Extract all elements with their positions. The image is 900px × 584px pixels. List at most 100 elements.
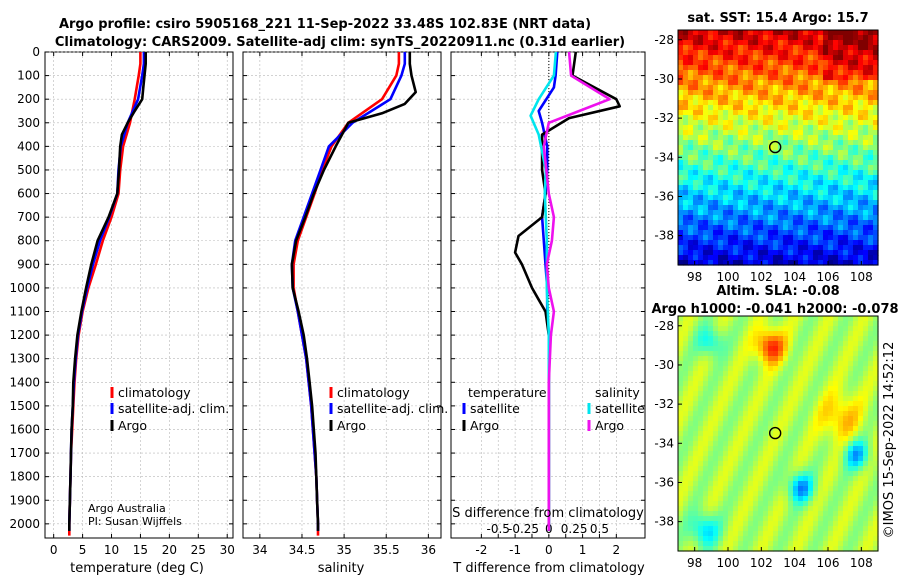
map-cell	[783, 416, 789, 422]
map-cell	[753, 461, 759, 467]
map-cell	[703, 115, 709, 121]
map-cell	[793, 225, 799, 231]
map-cell	[728, 391, 734, 397]
map-cell	[768, 135, 774, 141]
map-cell	[853, 446, 859, 452]
map-cell	[768, 531, 774, 537]
map-cell	[798, 456, 804, 462]
map-cell	[753, 175, 759, 181]
map-cell	[698, 401, 704, 407]
map-cell	[708, 506, 714, 512]
map-cell	[763, 391, 769, 397]
map-cell	[733, 481, 739, 487]
map-cell	[813, 406, 819, 412]
map-cell	[818, 521, 824, 527]
map-cell	[748, 356, 754, 362]
map-cell	[783, 175, 789, 181]
map-cell	[743, 165, 749, 171]
map-cell	[773, 210, 779, 216]
map-cell	[823, 155, 829, 161]
map-cell	[793, 65, 799, 71]
map-cell	[823, 255, 829, 261]
map-cell	[738, 541, 744, 547]
map-cell	[758, 546, 764, 552]
map-cell	[713, 220, 719, 226]
map-cell	[728, 331, 734, 337]
map-cell	[713, 426, 719, 432]
map-cell	[778, 531, 784, 537]
map-cell	[823, 451, 829, 457]
map-cell	[708, 321, 714, 327]
map-cell	[798, 536, 804, 542]
map-cell	[688, 401, 694, 407]
map-cell	[703, 536, 709, 542]
map-cell	[743, 80, 749, 86]
map-cell	[873, 356, 879, 362]
map-cell	[803, 190, 809, 196]
map-cell	[813, 476, 819, 482]
map-cell	[763, 170, 769, 176]
map-cell	[758, 245, 764, 251]
map-cell	[858, 245, 864, 251]
map-cell	[798, 105, 804, 111]
map-cell	[758, 35, 764, 41]
map-cell	[703, 331, 709, 337]
map-cell	[808, 85, 814, 91]
map-cell	[828, 160, 834, 166]
map-cell	[818, 326, 824, 332]
map-cell	[823, 491, 829, 497]
map-cell	[738, 95, 744, 101]
map-cell	[853, 45, 859, 51]
map-cell	[733, 411, 739, 417]
map-cell	[813, 95, 819, 101]
map-cell	[833, 331, 839, 337]
map-cell	[808, 220, 814, 226]
map-cell	[808, 371, 814, 377]
map-cell	[868, 401, 874, 407]
map-cell	[788, 45, 794, 51]
map-cell	[808, 416, 814, 422]
map-cell	[788, 145, 794, 151]
map-cell	[818, 235, 824, 241]
map-cell	[853, 150, 859, 156]
map-cell	[858, 466, 864, 472]
map-cell	[758, 200, 764, 206]
map-cell	[808, 491, 814, 497]
map-cell	[688, 120, 694, 126]
map-cell	[683, 110, 689, 116]
map-cell	[748, 321, 754, 327]
map-cell	[733, 441, 739, 447]
x-tick-label: 35	[336, 543, 351, 557]
map-cell	[708, 496, 714, 502]
map-cell	[843, 235, 849, 241]
map-cell	[678, 381, 684, 387]
map-cell	[868, 431, 874, 437]
map-cell	[803, 60, 809, 66]
x-tick-label: 100	[717, 270, 740, 284]
map-cell	[768, 220, 774, 226]
map-cell	[818, 100, 824, 106]
map-cell	[693, 105, 699, 111]
map-cell	[763, 376, 769, 382]
map-cell	[778, 371, 784, 377]
map-cell	[743, 356, 749, 362]
map-cell	[858, 205, 864, 211]
series-line	[68, 52, 147, 531]
map-cell	[763, 245, 769, 251]
map-cell	[818, 441, 824, 447]
map-cell	[753, 155, 759, 161]
map-cell	[818, 205, 824, 211]
map-cell	[738, 381, 744, 387]
map-cell	[763, 105, 769, 111]
map-cell	[813, 471, 819, 477]
map-cell	[873, 130, 879, 136]
map-cell	[833, 180, 839, 186]
map-cell	[688, 190, 694, 196]
map-cell	[688, 260, 694, 266]
map-cell	[818, 471, 824, 477]
map-cell	[703, 366, 709, 372]
map-cell	[863, 195, 869, 201]
map-cell	[788, 506, 794, 512]
map-cell	[708, 406, 714, 412]
map-cell	[728, 396, 734, 402]
